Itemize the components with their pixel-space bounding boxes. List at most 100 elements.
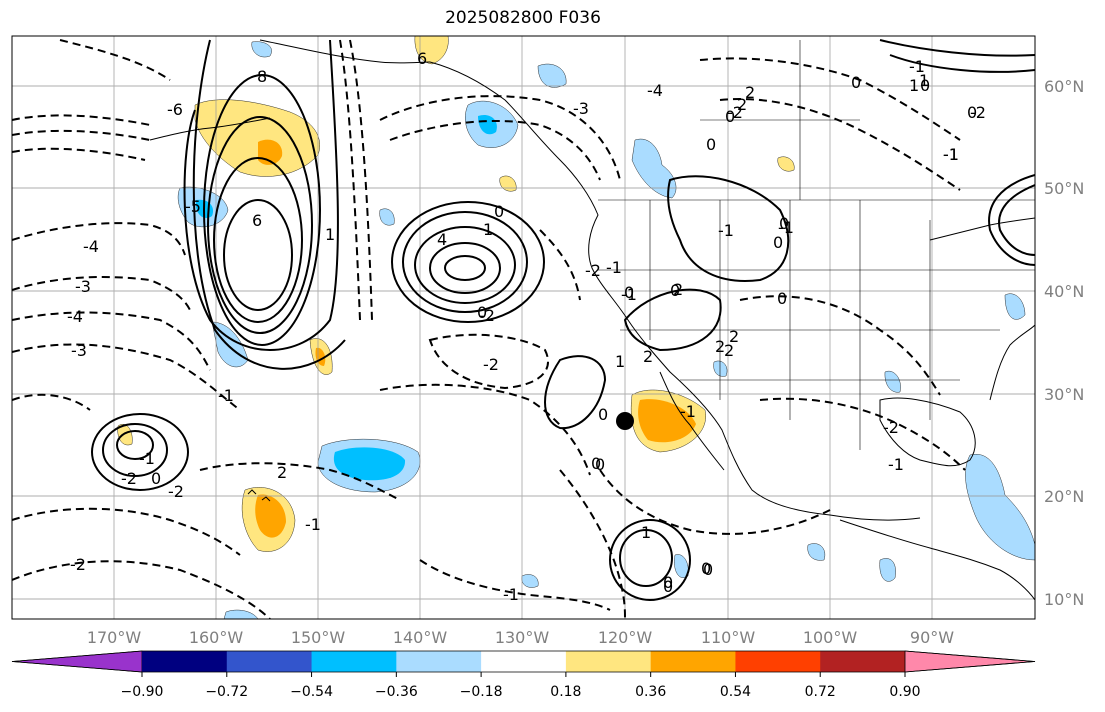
contour-label: -2	[168, 482, 184, 501]
colorbar-tick-label: −0.36	[375, 684, 418, 700]
contour-zero-sw	[544, 355, 607, 430]
contour-label: 8	[257, 67, 267, 86]
contour-label: -1	[888, 455, 904, 474]
colorbar-tick-label: −0.18	[460, 684, 503, 700]
coast-alaska	[259, 39, 431, 64]
contour-high-mid-5	[391, 201, 545, 323]
colorbar-tick-label: −0.72	[205, 684, 248, 700]
colorbar-bin	[735, 651, 821, 672]
colorbar-tick-label: 0.90	[889, 684, 920, 700]
contour-label: 1	[483, 220, 493, 239]
fill-small-yellow-3	[777, 156, 795, 172]
cyclone-marker-dot	[616, 412, 634, 430]
coast-hawaii	[247, 489, 271, 502]
contour-label: -4	[647, 81, 663, 100]
graticule	[12, 36, 1035, 619]
lon-label-110: 110°W	[701, 628, 756, 647]
contour-label: 0	[477, 303, 487, 322]
contour-neg-22	[428, 333, 550, 390]
contour-high-west-1	[223, 199, 293, 311]
contour-neg-4	[12, 343, 241, 411]
contour-neg-13	[199, 462, 401, 501]
lat-label-60: 60°N	[1044, 77, 1084, 96]
map-panel	[12, 36, 1035, 619]
coast-na-west	[429, 61, 921, 521]
contour-label: 0	[624, 283, 634, 302]
lat-label-50: 50°N	[1044, 179, 1084, 198]
coast-baja	[659, 371, 725, 471]
contour-label: 0	[598, 405, 608, 424]
contour-label: -4	[83, 237, 99, 256]
contour-east-edge-1	[998, 184, 1035, 256]
lat-label-40: 40°N	[1044, 282, 1084, 301]
contour-label: 0	[701, 559, 711, 578]
colorbar-extend-low	[11, 650, 143, 673]
map-frame	[11, 35, 1036, 620]
fill-small-blue-2	[879, 558, 896, 582]
contour-neg-26	[539, 229, 581, 301]
contour-labels: 6-486-4-30-2-21-5-1-61-3-4-3-2-2-1-12-20…	[67, 49, 986, 604]
contour-label: 1	[909, 76, 919, 95]
contour-high-mid-1	[444, 255, 486, 281]
contour-neg-14	[12, 507, 241, 556]
contour-label: -1	[218, 386, 234, 405]
contour-label: 1	[919, 71, 929, 90]
contour-high-west-5	[183, 39, 339, 351]
contour-high-west-2	[213, 157, 303, 323]
colorbar-tick-label: −0.54	[290, 684, 333, 700]
contour-neg-1	[12, 222, 186, 256]
contour-high-s-2	[609, 519, 691, 601]
contour-label: 0	[494, 202, 504, 221]
contour-zero-swcoast	[623, 288, 722, 352]
contour-neg-11	[389, 120, 601, 181]
contour-label: -2	[727, 103, 743, 122]
contour-label: 0	[670, 281, 680, 300]
fill-alaska-blue	[537, 63, 567, 88]
contour-neg-21	[759, 397, 966, 471]
contour-label: -1	[680, 402, 696, 421]
contour-label: -4	[67, 307, 83, 326]
lat-label-10: 10°N	[1044, 590, 1084, 609]
fill-small-blue-7	[223, 609, 259, 619]
contour-neg-23	[559, 469, 626, 619]
contour-label: -1	[621, 285, 637, 304]
lon-axis: 170°W 160°W 150°W 140°W 130°W 120°W 110°…	[87, 628, 954, 647]
contour-label: -1	[943, 145, 959, 164]
contour-high-sw-1	[116, 430, 154, 460]
contour-label: -3	[71, 341, 87, 360]
colorbar	[11, 650, 1036, 673]
lon-label-100: 100°W	[803, 628, 858, 647]
contour-label: -2	[483, 355, 499, 374]
contour-label: 0	[851, 73, 861, 92]
fill-small-blue-5	[674, 554, 689, 578]
state-borders	[598, 40, 1035, 450]
contour-neg-5	[12, 114, 151, 126]
contour-label: 0	[920, 76, 930, 95]
contour-label: 1	[615, 352, 625, 371]
colorbar-extend-high	[904, 650, 1036, 673]
contour-label: 2	[277, 463, 287, 482]
contour-label: 2	[643, 347, 653, 366]
contour-label: -1	[718, 221, 734, 240]
fill-bc-deepblue	[478, 114, 497, 135]
contour-label: 2	[673, 280, 683, 299]
lon-label-170: 170°W	[87, 628, 142, 647]
contour-label: 0	[703, 560, 713, 579]
colorbar-tick-label: −0.90	[121, 684, 164, 700]
contour-high-mid-2	[429, 242, 501, 294]
contour-neg-12	[12, 393, 91, 411]
lon-label-150: 150°W	[291, 628, 346, 647]
lat-label-30: 30°N	[1044, 385, 1084, 404]
fill-small-blue-4	[807, 543, 826, 561]
contour-neg-9	[349, 39, 373, 321]
colorbar-bin	[820, 651, 906, 672]
lon-label-130: 130°W	[495, 628, 550, 647]
contour-high-mid-3	[414, 226, 516, 304]
contour-neg-2	[12, 276, 191, 311]
fill-small-blue-6	[379, 208, 395, 226]
contour-neg-6	[12, 129, 151, 141]
colorbar-tick-label: 0.72	[805, 684, 836, 700]
contour-label: -1	[909, 57, 925, 76]
contour-neg-20	[739, 295, 941, 396]
